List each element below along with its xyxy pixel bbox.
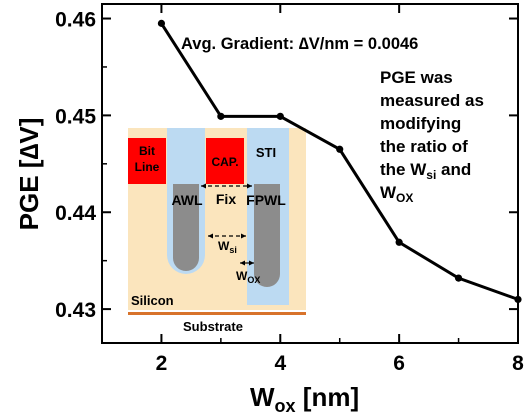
note-line-5-prefix: the W [380,160,427,179]
inset-diagram: Bit Line CAP. STI AWL Fix FPWL Wsi WOX S… [128,128,306,334]
x-axis-title-main: W [250,382,275,412]
y-tick-label: 0.45 [55,105,96,128]
wsi-arrow-head-right [241,233,246,239]
data-point [454,274,463,282]
y-tick-label: 0.46 [55,9,96,32]
data-point [336,145,344,153]
x-tick-label: 4 [274,352,286,375]
bit-line-label-1: Bit [139,144,155,158]
fpwl-label: FPWL [246,192,286,208]
awl-oxide-top [167,128,205,168]
fix-arrow-head-left [201,183,206,189]
cap-label: CAP. [211,155,238,169]
x-axis-title-unit: [nm] [296,382,360,412]
data-point [217,112,225,120]
plot-frame [101,3,519,344]
gradient-annotation: Avg. Gradient: ∆V/nm = 0.0046 [181,35,418,53]
wox-arrow-head-left [240,260,245,266]
substrate-line [128,312,306,315]
cap-block [206,138,244,184]
sti-label: STI [256,145,276,160]
note-line-3: modifying [380,114,461,133]
data-point [395,238,403,246]
awl-label: AWL [171,192,203,208]
note-line-6-main: W [380,183,397,202]
y-axis-title: PGE [∆V] [14,118,44,231]
wox-label: WOX [236,269,260,285]
bit-line-block [128,138,166,184]
note-line-6: WOX [380,183,413,205]
fix-label: Fix [216,191,236,207]
series-layer [157,19,522,304]
x-tick-label: 6 [393,352,405,375]
note-line-4: the ratio of [380,137,468,156]
silicon-label: Silicon [131,293,174,308]
awl-gate-top [173,184,199,214]
note-line-5-sub: si [426,168,436,182]
fix-arrow-head-right [247,183,252,189]
note-line-5: the Wsi and [380,160,471,182]
wsi-label-sub: si [229,245,237,255]
wox-label-sub: OX [247,275,260,285]
x-tick-label: 8 [512,352,524,375]
note-line-2: measured as [380,91,484,110]
bit-line-label-2: Line [135,160,160,174]
x-axis-title: Wox [nm] [250,382,359,416]
axis-layer: 2 4 6 8 0.43 0.44 0.45 0.46 [55,4,524,375]
data-point [157,19,166,27]
y-tick-label: 0.44 [55,202,96,225]
wsi-arrow-head-left [208,233,213,239]
wox-arrow-head-right [249,260,254,266]
x-axis-title-sub: ox [275,396,296,416]
wsi-label-main: W [218,239,230,253]
substrate-label: Substrate [183,319,243,334]
y-tick-label: 0.43 [55,299,96,322]
note-line-6-sub: OX [396,191,413,205]
x-tick-label: 2 [156,352,168,375]
wsi-label: Wsi [218,239,237,255]
note-line-1: PGE was [380,68,453,87]
fpwl-gate-top [254,184,280,214]
note-line-5-suffix: and [436,160,471,179]
data-point [276,112,284,120]
wox-label-main: W [236,269,248,283]
data-point [514,295,522,304]
